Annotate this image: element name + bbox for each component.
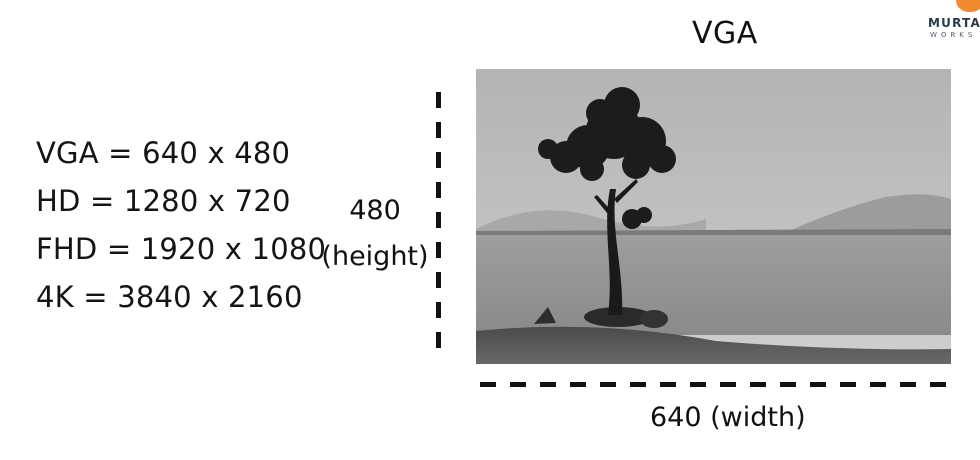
resolution-fhd: FHD = 1920 x 1080	[36, 232, 327, 266]
resolution-vga: VGA = 640 x 480	[36, 136, 291, 170]
brand-logo: MURTAZ WORKS	[908, 0, 980, 44]
logo-name: MURTAZ	[928, 16, 980, 30]
lone-tree-photo	[476, 69, 951, 364]
resolution-4k: 4K = 3840 x 2160	[36, 280, 303, 314]
height-value: 480	[349, 195, 401, 226]
slide-title: VGA	[692, 16, 758, 51]
height-label: 480 (height)	[316, 188, 434, 280]
lone-tree-landscape-icon	[476, 69, 951, 364]
height-dashed-line	[436, 92, 441, 360]
width-dashed-line	[480, 382, 950, 387]
height-caption: (height)	[321, 241, 429, 272]
width-label: 640 (width)	[650, 402, 806, 433]
resolution-hd: HD = 1280 x 720	[36, 184, 291, 218]
logo-flame-icon	[956, 0, 980, 12]
logo-subtitle: WORKS	[930, 31, 977, 39]
